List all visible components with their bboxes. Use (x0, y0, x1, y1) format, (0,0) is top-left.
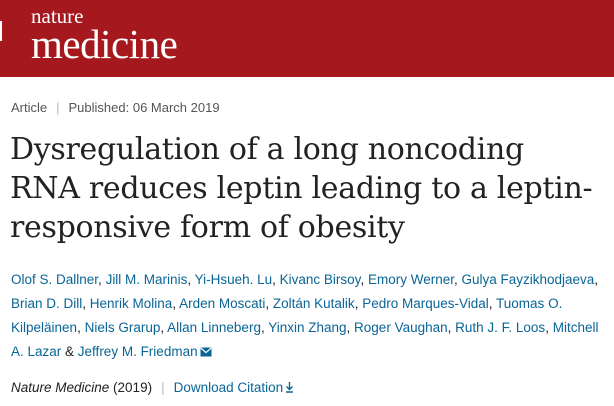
site-header: nature medicine (0, 0, 614, 77)
journal-name: Nature Medicine (11, 380, 110, 395)
author-separator: , (354, 296, 363, 311)
meta-divider: | (56, 100, 60, 115)
author-link[interactable]: Roger Vaughan (354, 320, 448, 335)
author-separator: , (160, 320, 168, 335)
citation-row: Nature Medicine (2019) | Download Citation (11, 380, 294, 395)
author-link[interactable]: Tuomas O. Kilpeläinen (11, 296, 563, 335)
logo-main-text: medicine (31, 21, 178, 67)
author-link[interactable]: Brian D. Dill (11, 296, 83, 311)
author-list: Olof S. Dallner, Jill M. Marinis, Yi-Hsu… (11, 268, 605, 364)
author-link[interactable]: Allan Linneberg (167, 320, 261, 335)
author-separator: , (545, 320, 553, 335)
author-link[interactable]: Zoltán Kutalik (272, 296, 355, 311)
author-link[interactable]: Yinxin Zhang (268, 320, 347, 335)
author-separator: , (272, 272, 280, 287)
author-separator: , (172, 296, 180, 311)
author-link[interactable]: Jill M. Marinis (105, 272, 188, 287)
author-link[interactable]: Yi-Hsueh. Lu (194, 272, 273, 287)
author-link[interactable]: Emory Werner (367, 272, 454, 287)
author-separator: , (447, 320, 456, 335)
author-separator: , (98, 272, 106, 287)
published-date: Published: 06 March 2019 (68, 100, 220, 115)
author-separator: , (594, 272, 599, 287)
author-separator: , (77, 320, 85, 335)
author-link[interactable]: Kivanc Birsoy (279, 272, 361, 287)
article-meta: Article | Published: 06 March 2019 (11, 100, 220, 115)
author-link[interactable]: Gulya Fayzikhodjaeva (461, 272, 595, 287)
envelope-icon[interactable] (199, 347, 212, 357)
author-separator: , (260, 320, 269, 335)
author-link[interactable]: Ruth J. F. Loos (455, 320, 546, 335)
author-separator: , (488, 296, 497, 311)
author-link[interactable]: Niels Grarup (84, 320, 161, 335)
author-separator: , (346, 320, 355, 335)
article-title: Dysregulation of a long noncoding RNA re… (10, 132, 593, 245)
citation-year: (2019) (109, 380, 153, 395)
download-citation-link[interactable]: Download Citation (174, 380, 295, 395)
author-separator: , (187, 272, 195, 287)
author-link[interactable]: Henrik Molina (89, 296, 173, 311)
logo-top-text: nature (31, 4, 84, 28)
author-link[interactable]: Jeffrey M. Friedman (77, 344, 198, 359)
download-arrow-icon (286, 382, 294, 393)
author-link[interactable]: Arden Moscati (179, 296, 266, 311)
article-type: Article (11, 100, 48, 115)
citation-divider: | (161, 380, 165, 395)
author-separator: , (360, 272, 368, 287)
journal-logo[interactable]: nature medicine (31, 4, 178, 67)
author-link[interactable]: Olof S. Dallner (11, 272, 99, 287)
author-separator-and: & (61, 344, 78, 359)
author-link[interactable]: Pedro Marques-Vidal (362, 296, 489, 311)
author-link[interactable]: Mitchell A. Lazar (11, 320, 599, 359)
edge-mark (0, 21, 2, 41)
download-citation-label: Download Citation (173, 380, 284, 395)
author-separator: , (82, 296, 90, 311)
author-separator: , (265, 296, 273, 311)
author-separator: , (453, 272, 462, 287)
